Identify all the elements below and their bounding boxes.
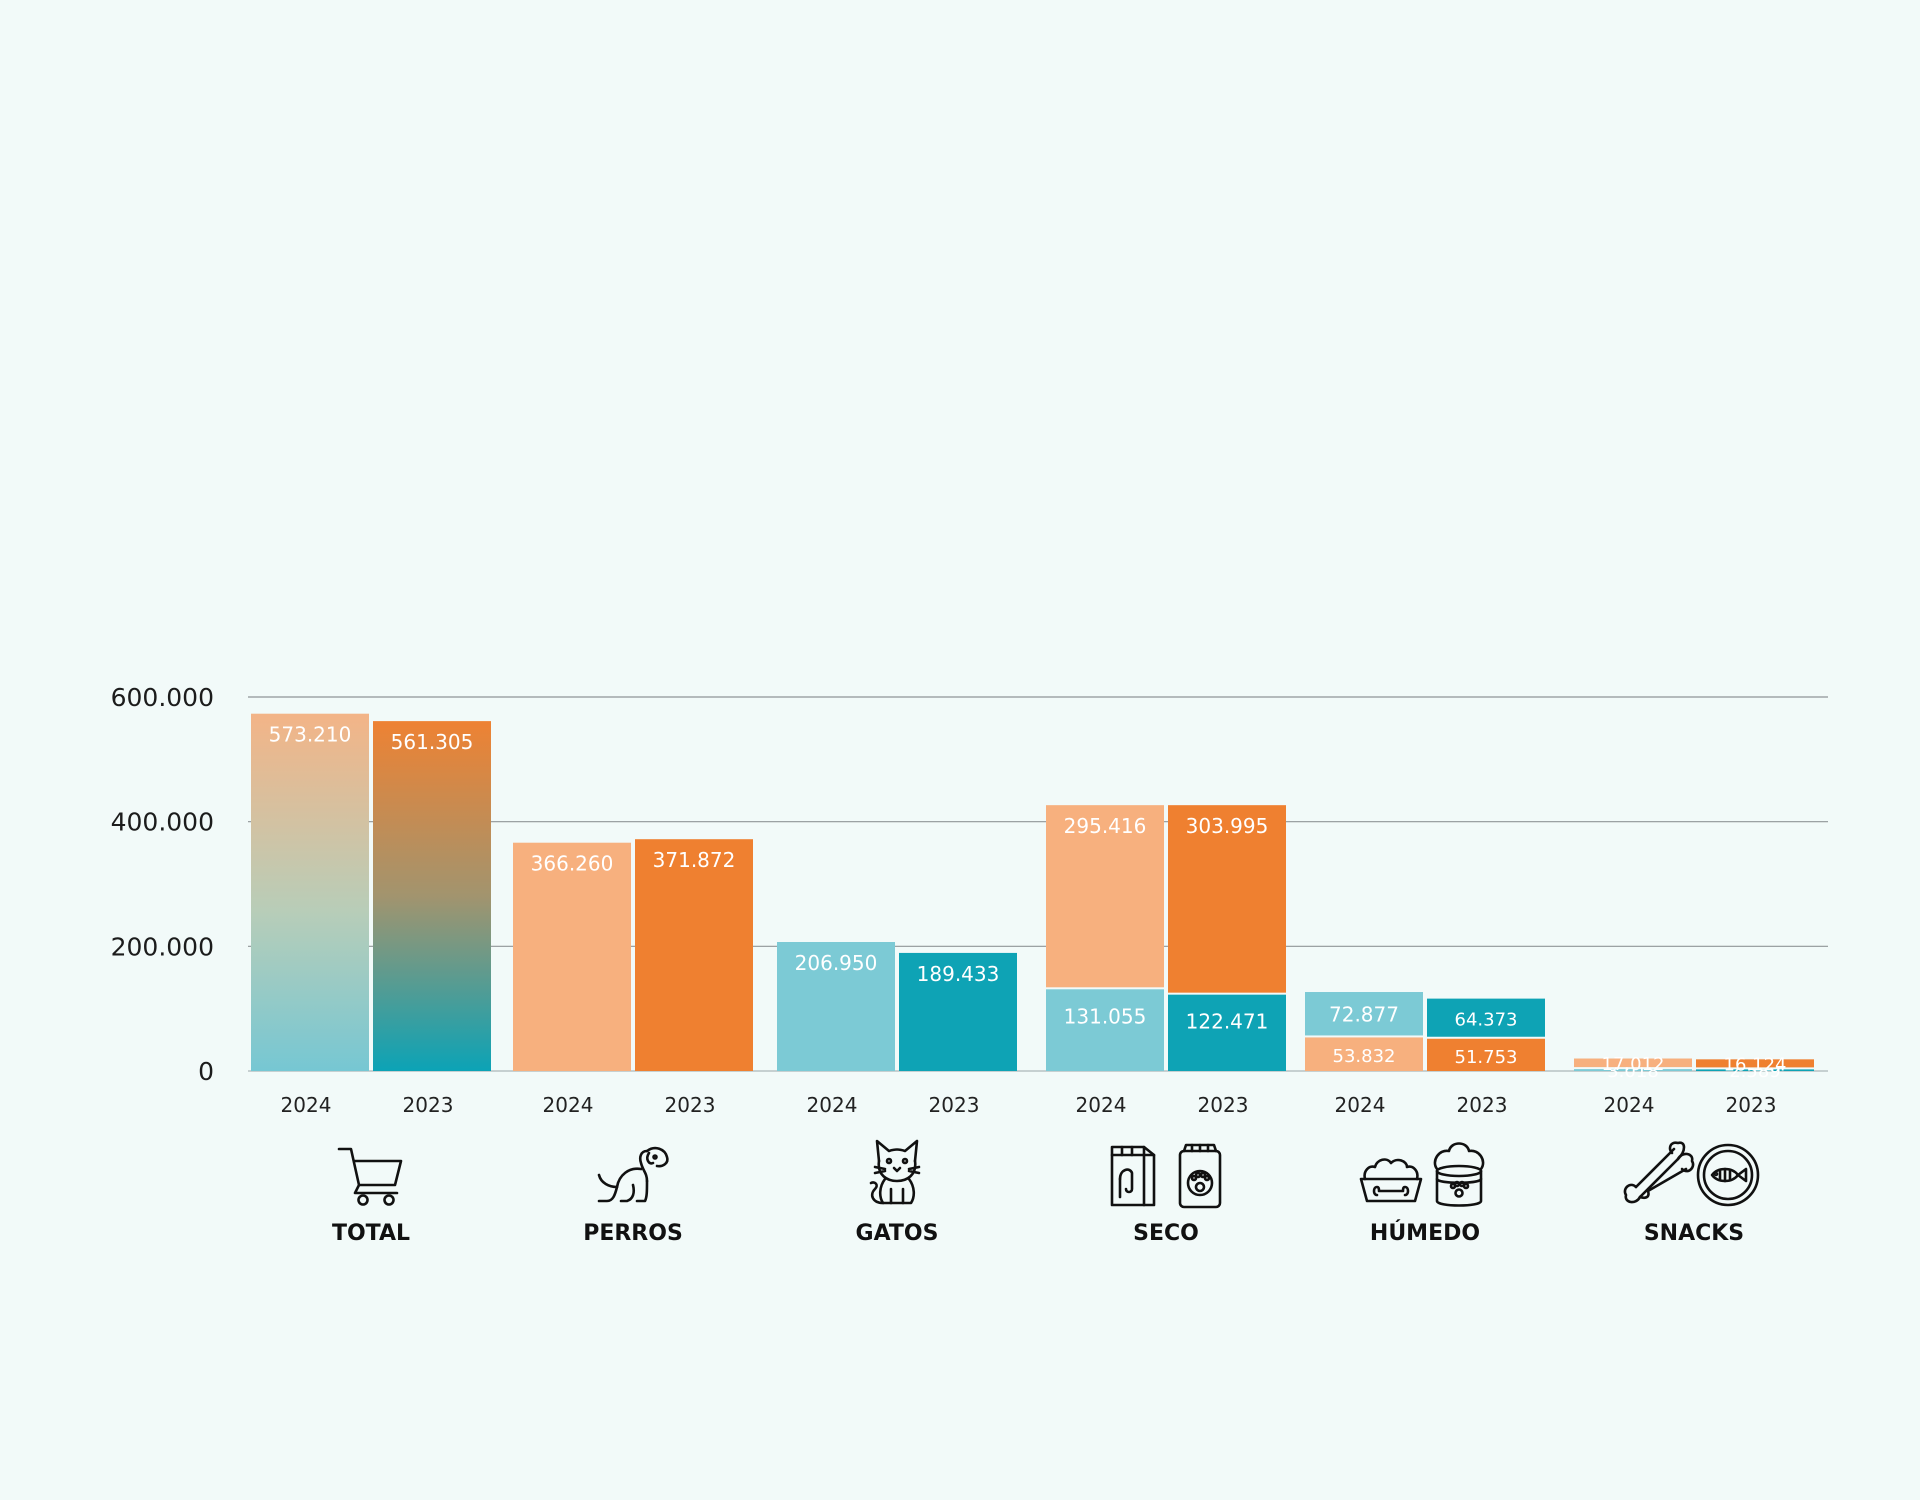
x-tick-label: 2024 — [1335, 1093, 1386, 1117]
x-axis: 2024 2023 2024 2023 2024 2023 2024 2023 2024 2023… — [281, 1093, 1777, 1117]
x-tick-label: 2023 — [1457, 1093, 1508, 1117]
bar-gatos-2024-segment-0 — [777, 942, 895, 1071]
y-axis: 0 200.000 400.000 600.000 — [111, 683, 214, 1086]
data-label: 72.877 — [1329, 1003, 1399, 1027]
dog-icon — [597, 1146, 669, 1203]
shopping-cart-icon — [337, 1147, 403, 1206]
data-label: 561.305 — [391, 730, 474, 754]
bar-seco-2024-segment-1 — [1046, 805, 1164, 988]
data-label: 573.210 — [269, 723, 352, 747]
data-label: 295.416 — [1064, 814, 1147, 838]
x-tick-label: 2023 — [1198, 1093, 1249, 1117]
food-bowl-icon — [1359, 1158, 1423, 1203]
bar-gatos-2023-segment-0 — [899, 952, 1017, 1071]
category-label: SECO — [1133, 1221, 1199, 1246]
category-label: PERROS — [583, 1221, 683, 1246]
bar-húmedo-2024-segment-1 — [1305, 992, 1423, 1036]
data-label: 16.124 — [1724, 1054, 1787, 1075]
pet-food-pack-icon — [1178, 1143, 1222, 1209]
bars: 573.210 561.305 366.260 371.872 206.950 189.4… — [251, 713, 1814, 1082]
bar-perros-2023-segment-0 — [635, 839, 753, 1071]
bar-snacks-2024-segment-1 — [1574, 1058, 1692, 1068]
y-tick-label: 600.000 — [111, 683, 214, 712]
data-label: 17.012 — [1602, 1054, 1665, 1075]
data-label: 206.950 — [795, 951, 878, 975]
dry-food-bag-icon — [1110, 1145, 1156, 1207]
bar-húmedo-2024-segment-0 — [1305, 1037, 1423, 1071]
x-tick-label: 2024 — [1076, 1093, 1127, 1117]
data-label: 53.832 — [1333, 1046, 1396, 1067]
category-label: GATOS — [856, 1221, 939, 1246]
data-label: 131.055 — [1064, 1004, 1147, 1028]
category-label: HÚMEDO — [1370, 1220, 1480, 1246]
x-tick-label: 2023 — [665, 1093, 716, 1117]
bar-total-2023-segment-0 — [373, 721, 491, 1071]
x-tick-label: 2024 — [1604, 1093, 1655, 1117]
data-label: 371.872 — [653, 848, 736, 872]
bar-perros-2024-segment-0 — [513, 842, 631, 1071]
bar-seco-2024-segment-0 — [1046, 989, 1164, 1071]
bar-seco-2023-segment-1 — [1168, 805, 1286, 993]
bar-húmedo-2023-segment-1 — [1427, 998, 1545, 1037]
x-tick-label: 2023 — [1726, 1093, 1777, 1117]
y-tick-label: 200.000 — [111, 932, 214, 961]
x-tick-label: 2023 — [929, 1093, 980, 1117]
categories: TOTAL PERROS GATOS SECO HÚMEDO SNACKS — [332, 1139, 1760, 1246]
bar-total-2024-segment-0 — [251, 713, 369, 1071]
y-tick-label: 0 — [198, 1057, 214, 1086]
category-label: TOTAL — [332, 1221, 410, 1246]
pet-food-can-icon — [1433, 1142, 1485, 1207]
bar-snacks-2024-segment-0 — [1574, 1069, 1692, 1071]
data-label: 51.753 — [1455, 1047, 1518, 1068]
bone-icon — [1623, 1141, 1695, 1204]
x-tick-label: 2024 — [281, 1093, 332, 1117]
x-tick-label: 2024 — [807, 1093, 858, 1117]
x-tick-label: 2024 — [543, 1093, 594, 1117]
bar-snacks-2023-segment-1 — [1696, 1059, 1814, 1068]
bar-húmedo-2023-segment-0 — [1427, 1038, 1545, 1071]
bar-snacks-2023-segment-0 — [1696, 1069, 1814, 1071]
bar-seco-2023-segment-0 — [1168, 994, 1286, 1071]
category-label: SNACKS — [1644, 1221, 1744, 1246]
data-label: 122.471 — [1186, 1010, 1269, 1034]
x-tick-label: 2023 — [403, 1093, 454, 1117]
data-label: 189.433 — [917, 962, 1000, 986]
data-label: 303.995 — [1186, 814, 1269, 838]
fish-treat-icon — [1696, 1143, 1760, 1207]
gridlines — [248, 696, 1828, 1072]
data-label: 64.373 — [1455, 1010, 1518, 1031]
data-label: 366.260 — [531, 852, 614, 876]
cat-icon — [869, 1139, 921, 1205]
y-tick-label: 400.000 — [111, 808, 214, 837]
